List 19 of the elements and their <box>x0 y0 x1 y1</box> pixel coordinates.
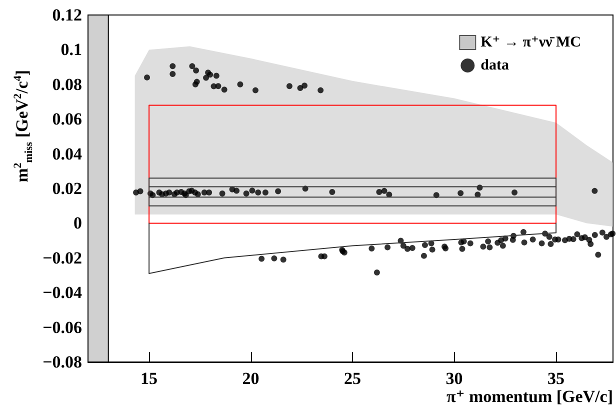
x-tick-label: 35 <box>548 369 565 388</box>
legend-label: data <box>480 58 510 74</box>
y-tick-label: −0.04 <box>42 283 82 302</box>
x-axis-title: π⁺ momentum [GeV/c] <box>446 387 613 406</box>
y-tick-label: 0.08 <box>52 74 82 94</box>
y-tick-label: 0.06 <box>52 110 82 129</box>
y-tick-label: −0.02 <box>42 248 82 268</box>
x-tick-label: 20 <box>242 369 260 388</box>
y-tick-label: 0.02 <box>52 179 82 198</box>
x-tick-label: 30 <box>446 369 463 388</box>
y-tick-label: 0.04 <box>52 144 82 164</box>
y-tick-label: 0.12 <box>52 6 82 24</box>
legend-label: K⁺ → π⁺νν̄ MC <box>480 34 582 50</box>
y-tick-label: 0.1 <box>60 40 82 60</box>
y-tick-label: 0 <box>74 214 82 233</box>
y-tick-label: −0.06 <box>42 318 82 337</box>
y-tick-label: −0.08 <box>42 352 82 372</box>
x-tick-label: 25 <box>344 369 362 388</box>
x-tick-label: 15 <box>140 369 158 388</box>
